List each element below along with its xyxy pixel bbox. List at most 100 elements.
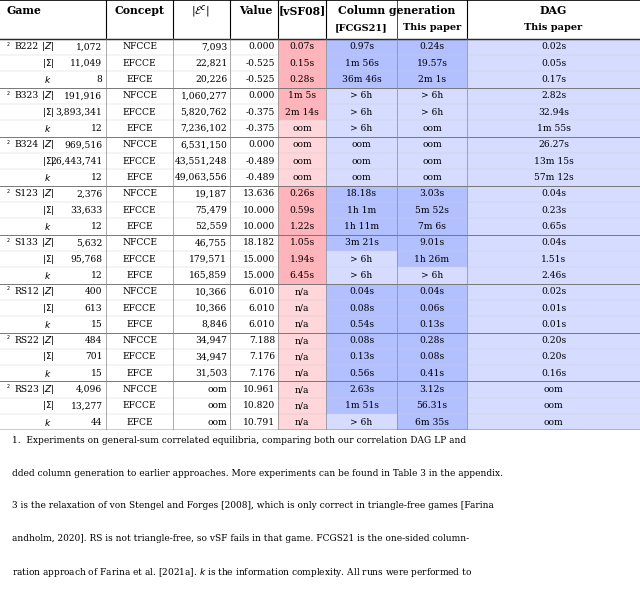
Text: 2.46s: 2.46s bbox=[541, 271, 566, 280]
Bar bbox=[397, 316, 467, 332]
Text: 0.01s: 0.01s bbox=[541, 320, 566, 329]
Text: 13,277: 13,277 bbox=[70, 402, 102, 411]
Text: 0.16s: 0.16s bbox=[541, 369, 566, 378]
Text: $|Z|$: $|Z|$ bbox=[42, 89, 54, 102]
Text: RS12: RS12 bbox=[14, 287, 39, 296]
Bar bbox=[397, 251, 467, 267]
Text: oom: oom bbox=[544, 385, 563, 394]
Text: 43,551,248: 43,551,248 bbox=[175, 157, 227, 166]
Text: $k$: $k$ bbox=[44, 172, 52, 183]
Text: 4,096: 4,096 bbox=[76, 385, 102, 394]
Text: 0.04s: 0.04s bbox=[419, 287, 445, 296]
Text: NFCCE: NFCCE bbox=[122, 238, 157, 247]
Text: 10,366: 10,366 bbox=[195, 287, 227, 296]
Text: Value: Value bbox=[239, 5, 272, 16]
Text: 36m 46s: 36m 46s bbox=[342, 75, 381, 84]
Bar bbox=[0, 0, 640, 39]
Bar bbox=[326, 185, 397, 202]
Text: 0.07s: 0.07s bbox=[290, 42, 315, 51]
Bar bbox=[397, 365, 467, 382]
Text: 400: 400 bbox=[85, 287, 102, 296]
Bar bbox=[397, 284, 467, 300]
Bar bbox=[467, 39, 640, 55]
Bar bbox=[397, 185, 467, 202]
Text: 0.24s: 0.24s bbox=[419, 42, 445, 51]
Text: 0.06s: 0.06s bbox=[419, 303, 445, 312]
Text: 3.03s: 3.03s bbox=[419, 189, 445, 198]
Text: > 6h: > 6h bbox=[351, 418, 372, 427]
Text: 18.182: 18.182 bbox=[243, 238, 275, 247]
Text: 0.20s: 0.20s bbox=[541, 336, 566, 345]
Bar bbox=[397, 382, 467, 398]
Text: 15: 15 bbox=[91, 320, 102, 329]
Text: 1m 51s: 1m 51s bbox=[344, 402, 379, 411]
Bar bbox=[467, 382, 640, 398]
Text: $^2$: $^2$ bbox=[6, 187, 11, 195]
Bar bbox=[467, 185, 640, 202]
Text: > 6h: > 6h bbox=[351, 92, 372, 101]
Text: 49,063,556: 49,063,556 bbox=[175, 173, 227, 182]
Text: 0.01s: 0.01s bbox=[541, 303, 566, 312]
Text: 1m 56s: 1m 56s bbox=[344, 59, 379, 67]
Bar bbox=[326, 104, 397, 120]
Text: DAG: DAG bbox=[540, 5, 567, 16]
Text: $^2$: $^2$ bbox=[6, 89, 11, 97]
Text: 179,571: 179,571 bbox=[189, 255, 227, 264]
Text: > 6h: > 6h bbox=[421, 108, 443, 117]
Text: 6.010: 6.010 bbox=[249, 287, 275, 296]
Text: 701: 701 bbox=[85, 353, 102, 361]
Text: oom: oom bbox=[292, 140, 312, 149]
Text: $k$: $k$ bbox=[44, 319, 52, 330]
Text: $|Z|$: $|Z|$ bbox=[42, 383, 54, 396]
Text: S123: S123 bbox=[14, 189, 38, 198]
Text: 0.54s: 0.54s bbox=[349, 320, 374, 329]
Text: $^2$: $^2$ bbox=[6, 138, 11, 146]
Bar bbox=[326, 284, 397, 300]
Bar bbox=[278, 169, 326, 185]
Text: $^2$: $^2$ bbox=[6, 40, 11, 48]
Text: 22,821: 22,821 bbox=[195, 59, 227, 67]
Bar bbox=[278, 72, 326, 88]
Bar bbox=[467, 235, 640, 251]
Bar bbox=[397, 235, 467, 251]
Text: $|\Sigma|$: $|\Sigma|$ bbox=[42, 57, 54, 70]
Bar bbox=[467, 349, 640, 365]
Text: $k$: $k$ bbox=[44, 74, 52, 85]
Text: $|\Sigma|$: $|\Sigma|$ bbox=[42, 400, 54, 412]
Text: $|\Sigma|$: $|\Sigma|$ bbox=[42, 350, 54, 364]
Bar bbox=[278, 267, 326, 284]
Text: $^2$: $^2$ bbox=[6, 285, 11, 293]
Text: B324: B324 bbox=[14, 140, 38, 149]
Bar bbox=[278, 316, 326, 332]
Bar bbox=[467, 398, 640, 414]
Bar bbox=[397, 202, 467, 219]
Text: 0.65s: 0.65s bbox=[541, 222, 566, 231]
Text: 1,072: 1,072 bbox=[76, 42, 102, 51]
Bar bbox=[278, 137, 326, 153]
Text: [FCGS21]: [FCGS21] bbox=[335, 23, 388, 33]
Text: 3.12s: 3.12s bbox=[419, 385, 445, 394]
Text: 0.08s: 0.08s bbox=[349, 303, 374, 312]
Bar bbox=[397, 120, 467, 137]
Text: 6.010: 6.010 bbox=[249, 320, 275, 329]
Text: 20,226: 20,226 bbox=[195, 75, 227, 84]
Text: This paper: This paper bbox=[524, 23, 583, 33]
Text: n/a: n/a bbox=[295, 418, 310, 427]
Text: > 6h: > 6h bbox=[421, 271, 443, 280]
Text: 0.000: 0.000 bbox=[249, 42, 275, 51]
Text: 2,376: 2,376 bbox=[76, 189, 102, 198]
Text: 0.02s: 0.02s bbox=[541, 42, 566, 51]
Bar bbox=[467, 55, 640, 72]
Bar bbox=[326, 153, 397, 169]
Bar bbox=[326, 349, 397, 365]
Text: -0.489: -0.489 bbox=[246, 173, 275, 182]
Text: $|\Sigma|$: $|\Sigma|$ bbox=[42, 253, 54, 265]
Bar bbox=[278, 219, 326, 235]
Text: $|\mathcal{E}^c|$: $|\mathcal{E}^c|$ bbox=[191, 3, 209, 19]
Text: $|Z|$: $|Z|$ bbox=[42, 40, 54, 54]
Bar bbox=[397, 398, 467, 414]
Bar bbox=[326, 300, 397, 316]
Text: 1,060,277: 1,060,277 bbox=[180, 92, 227, 101]
Text: 7.176: 7.176 bbox=[249, 369, 275, 378]
Text: 165,859: 165,859 bbox=[189, 271, 227, 280]
